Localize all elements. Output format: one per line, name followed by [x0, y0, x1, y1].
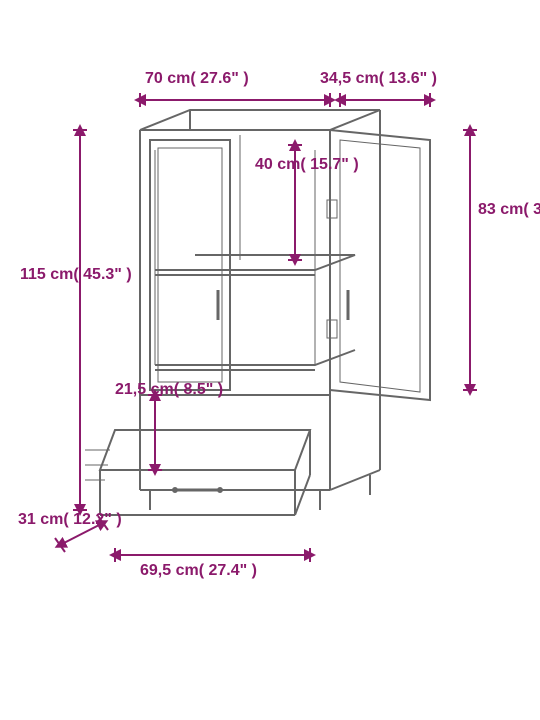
dim-inner-height: 40 cm( 15.7" )	[255, 155, 295, 174]
dim-drawer-width: 69,5 cm( 27.4" )	[140, 562, 257, 580]
diagram-canvas: 70 cm( 27.6" ) 34,5 cm( 13.6" ) 40 cm( 1…	[0, 0, 540, 720]
dim-drawer-depth: 31 cm( 12.2" )	[18, 510, 73, 529]
dim-right-upper: 83 cm( 32.7" )	[478, 200, 528, 219]
dim-width-top: 70 cm( 27.6" )	[145, 70, 249, 88]
cabinet-drawing	[0, 0, 540, 720]
dim-left-total: 115 cm( 45.3" )	[20, 265, 75, 284]
dim-depth-top: 34,5 cm( 13.6" )	[320, 70, 437, 88]
dim-drawer-height: 21,5 cm( 8.5" )	[115, 380, 160, 399]
